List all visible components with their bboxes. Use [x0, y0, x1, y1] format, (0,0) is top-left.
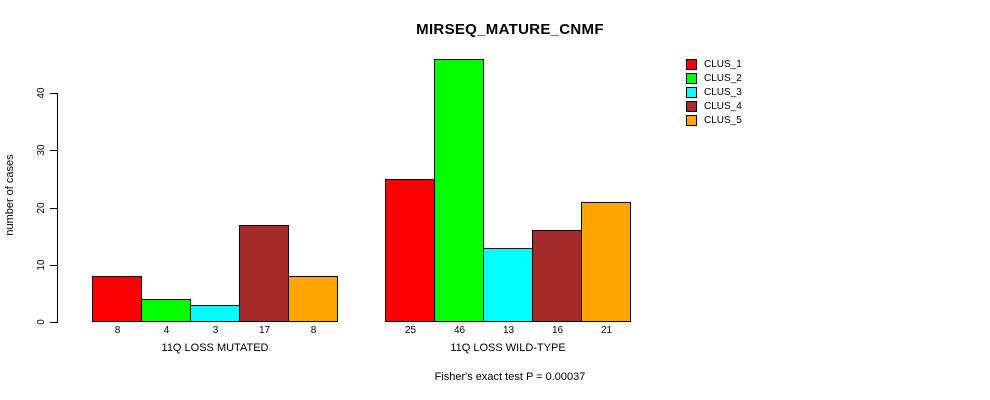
- y-tick-label: 0: [36, 319, 47, 325]
- y-tick-mark: [50, 322, 57, 323]
- bar-value-label: 25: [404, 325, 417, 336]
- bar-clus_4-group2: [532, 230, 582, 322]
- legend-swatch-clus_4: [686, 100, 697, 112]
- legend-swatch-clus_2: [686, 72, 697, 84]
- legend-row: CLUS_3: [686, 85, 742, 99]
- legend-swatch-clus_3: [686, 86, 697, 98]
- y-tick-label: 30: [36, 144, 47, 156]
- bar-clus_2-group1: [141, 299, 191, 322]
- x-group-label-1: 11Q LOSS MUTATED: [161, 342, 269, 354]
- y-axis-line: [57, 93, 58, 323]
- legend-row: CLUS_5: [686, 113, 742, 127]
- bar-value-label: 17: [258, 325, 271, 336]
- legend-label: CLUS_4: [704, 100, 742, 112]
- annotation-text: Fisher's exact test P = 0.00037: [434, 371, 586, 383]
- y-tick-mark: [50, 208, 57, 209]
- bar-value-label: 21: [600, 325, 613, 336]
- bar-value-label: 46: [453, 325, 466, 336]
- bar-clus_4-group1: [239, 225, 289, 322]
- bar-value-label: 16: [551, 325, 564, 336]
- y-tick-label: 40: [36, 87, 47, 99]
- legend: CLUS_1 CLUS_2 CLUS_3 CLUS_4 CLUS_5: [686, 57, 742, 127]
- bar-value-label: 3: [212, 325, 219, 336]
- legend-label: CLUS_3: [704, 86, 742, 98]
- y-tick-mark: [50, 93, 57, 94]
- bar-clus_5-group2: [581, 202, 631, 322]
- legend-swatch-clus_5: [686, 114, 697, 126]
- y-tick-mark: [50, 150, 57, 151]
- legend-row: CLUS_4: [686, 99, 742, 113]
- bar-value-label: 8: [114, 325, 121, 336]
- y-tick-label: 20: [36, 202, 47, 214]
- legend-label: CLUS_2: [704, 72, 742, 84]
- x-group-label-2: 11Q LOSS WILD-TYPE: [450, 342, 566, 354]
- y-axis-label: number of cases: [4, 154, 16, 236]
- bar-clus_3-group2: [483, 248, 533, 322]
- legend-label: CLUS_5: [704, 114, 742, 126]
- bar-clus_5-group1: [288, 276, 338, 322]
- legend-label: CLUS_1: [704, 58, 742, 70]
- y-tick-mark: [50, 265, 57, 266]
- bar-clus_2-group2: [434, 59, 484, 322]
- legend-swatch-clus_1: [686, 58, 697, 70]
- bar-clus_3-group1: [190, 305, 240, 322]
- legend-row: CLUS_1: [686, 57, 742, 71]
- legend-row: CLUS_2: [686, 71, 742, 85]
- bar-value-label: 4: [163, 325, 170, 336]
- bar-value-label: 13: [502, 325, 515, 336]
- bar-value-label: 8: [310, 325, 317, 336]
- bar-clus_1-group1: [92, 276, 142, 322]
- y-tick-label: 10: [36, 259, 47, 271]
- chart-title: MIRSEQ_MATURE_CNMF: [416, 21, 604, 38]
- bar-clus_1-group2: [385, 179, 435, 322]
